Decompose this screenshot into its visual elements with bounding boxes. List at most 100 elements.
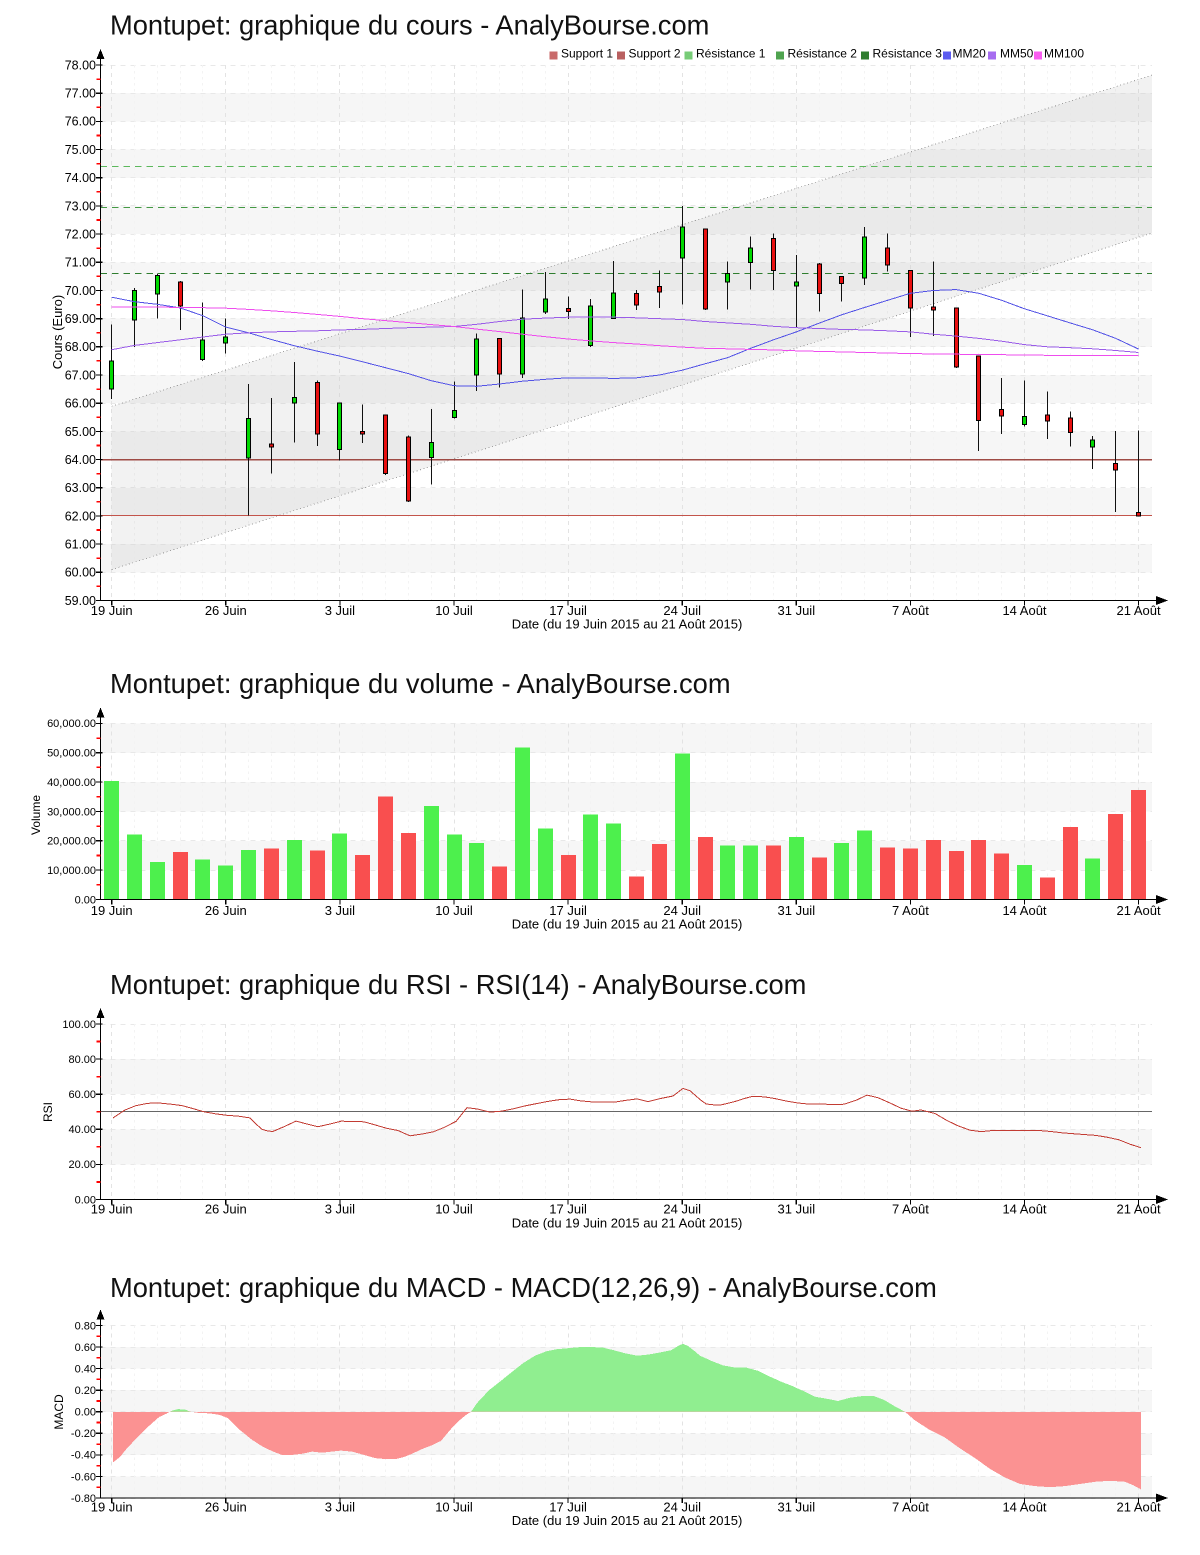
- svg-text:21 Août: 21 Août: [1117, 1202, 1161, 1217]
- svg-text:Cours (Euro): Cours (Euro): [50, 295, 65, 369]
- svg-text:17 Juil: 17 Juil: [549, 903, 587, 918]
- svg-text:10 Juil: 10 Juil: [435, 903, 473, 918]
- svg-text:63.00: 63.00: [65, 481, 96, 495]
- svg-text:76.00: 76.00: [65, 115, 96, 129]
- svg-text:24 Juil: 24 Juil: [663, 903, 701, 918]
- svg-text:24 Juil: 24 Juil: [663, 1202, 701, 1217]
- svg-text:80.00: 80.00: [68, 1054, 96, 1066]
- svg-text:MM20: MM20: [953, 47, 987, 61]
- svg-text:31 Juil: 31 Juil: [778, 603, 816, 618]
- svg-text:10,000.00: 10,000.00: [47, 865, 96, 877]
- svg-text:65.00: 65.00: [65, 425, 96, 439]
- svg-text:73.00: 73.00: [65, 199, 96, 213]
- svg-text:19 Juin: 19 Juin: [91, 603, 133, 618]
- svg-text:19 Juin: 19 Juin: [91, 903, 133, 918]
- svg-text:20,000.00: 20,000.00: [47, 836, 96, 848]
- svg-text:Date (du 19 Juin 2015 au 21 Ao: Date (du 19 Juin 2015 au 21 Août 2015): [512, 617, 743, 632]
- svg-text:26 Juin: 26 Juin: [205, 903, 247, 918]
- svg-text:MM50: MM50: [1000, 47, 1034, 61]
- svg-text:17 Juil: 17 Juil: [549, 603, 587, 618]
- svg-text:64.00: 64.00: [65, 453, 96, 467]
- svg-text:7 Août: 7 Août: [892, 903, 929, 918]
- svg-text:78.00: 78.00: [65, 58, 96, 72]
- svg-text:Date (du 19 Juin 2015 au 21 Ao: Date (du 19 Juin 2015 au 21 Août 2015): [512, 917, 743, 932]
- svg-text:3 Juil: 3 Juil: [325, 903, 355, 918]
- svg-text:-0.20: -0.20: [71, 1428, 96, 1440]
- svg-text:3 Juil: 3 Juil: [325, 1202, 355, 1217]
- svg-text:77.00: 77.00: [65, 87, 96, 101]
- svg-text:26 Juin: 26 Juin: [205, 1500, 247, 1515]
- svg-text:10 Juil: 10 Juil: [435, 1500, 473, 1515]
- svg-text:Résistance 2: Résistance 2: [788, 47, 858, 61]
- svg-text:0.20: 0.20: [75, 1385, 96, 1397]
- svg-text:68.00: 68.00: [65, 340, 96, 354]
- svg-text:69.00: 69.00: [65, 312, 96, 326]
- svg-text:59.00: 59.00: [65, 594, 96, 608]
- svg-text:Date (du 19 Juin 2015 au 21 Ao: Date (du 19 Juin 2015 au 21 Août 2015): [512, 1513, 743, 1528]
- svg-text:71.00: 71.00: [65, 256, 96, 270]
- svg-text:7 Août: 7 Août: [892, 1500, 929, 1515]
- svg-text:Date (du 19 Juin 2015 au 21 Ao: Date (du 19 Juin 2015 au 21 Août 2015): [512, 1216, 743, 1231]
- svg-text:26 Juin: 26 Juin: [205, 1202, 247, 1217]
- svg-text:Support 1: Support 1: [561, 47, 613, 61]
- svg-text:60.00: 60.00: [68, 1089, 96, 1101]
- svg-text:17 Juil: 17 Juil: [549, 1202, 587, 1217]
- svg-text:74.00: 74.00: [65, 171, 96, 185]
- svg-text:14 Août: 14 Août: [1002, 1202, 1046, 1217]
- svg-text:40.00: 40.00: [68, 1124, 96, 1136]
- svg-text:21 Août: 21 Août: [1117, 903, 1161, 918]
- svg-text:0.80: 0.80: [75, 1320, 96, 1332]
- svg-text:Montupet: graphique du MACD -: Montupet: graphique du MACD - MACD(12,26…: [110, 1272, 937, 1303]
- svg-text:75.00: 75.00: [65, 143, 96, 157]
- svg-text:100.00: 100.00: [62, 1019, 96, 1031]
- svg-text:31 Juil: 31 Juil: [778, 1500, 816, 1515]
- svg-text:7 Août: 7 Août: [892, 603, 929, 618]
- svg-text:14 Août: 14 Août: [1002, 903, 1046, 918]
- svg-text:60.00: 60.00: [65, 566, 96, 580]
- svg-text:10 Juil: 10 Juil: [435, 603, 473, 618]
- svg-text:31 Juil: 31 Juil: [778, 1202, 816, 1217]
- svg-text:0.00: 0.00: [75, 1407, 96, 1419]
- svg-text:7 Août: 7 Août: [892, 1202, 929, 1217]
- svg-text:26 Juin: 26 Juin: [205, 603, 247, 618]
- svg-text:-0.40: -0.40: [71, 1450, 96, 1462]
- svg-text:67.00: 67.00: [65, 368, 96, 382]
- svg-text:60,000.00: 60,000.00: [47, 718, 96, 730]
- svg-text:14 Août: 14 Août: [1002, 603, 1046, 618]
- svg-text:MACD: MACD: [52, 1394, 66, 1430]
- svg-text:20.00: 20.00: [68, 1159, 96, 1171]
- svg-text:24 Juil: 24 Juil: [663, 1500, 701, 1515]
- svg-text:24 Juil: 24 Juil: [663, 603, 701, 618]
- svg-text:21 Août: 21 Août: [1117, 1500, 1161, 1515]
- svg-text:MM100: MM100: [1044, 47, 1084, 61]
- svg-text:72.00: 72.00: [65, 228, 96, 242]
- svg-text:0.00: 0.00: [75, 894, 96, 906]
- svg-text:Volume: Volume: [29, 795, 43, 835]
- svg-text:61.00: 61.00: [65, 538, 96, 552]
- svg-text:Montupet: graphique du RSI - R: Montupet: graphique du RSI - RSI(14) - A…: [110, 969, 806, 1000]
- svg-text:70.00: 70.00: [65, 284, 96, 298]
- svg-text:14 Août: 14 Août: [1002, 1500, 1046, 1515]
- svg-text:66.00: 66.00: [65, 397, 96, 411]
- svg-text:-0.60: -0.60: [71, 1471, 96, 1483]
- svg-text:0.40: 0.40: [75, 1364, 96, 1376]
- svg-text:0.60: 0.60: [75, 1342, 96, 1354]
- svg-text:19 Juin: 19 Juin: [91, 1500, 133, 1515]
- svg-text:19 Juin: 19 Juin: [91, 1202, 133, 1217]
- svg-text:30,000.00: 30,000.00: [47, 806, 96, 818]
- svg-text:40,000.00: 40,000.00: [47, 777, 96, 789]
- svg-text:10 Juil: 10 Juil: [435, 1202, 473, 1217]
- svg-text:17 Juil: 17 Juil: [549, 1500, 587, 1515]
- svg-text:Support 2: Support 2: [629, 47, 681, 61]
- svg-text:21 Août: 21 Août: [1117, 603, 1161, 618]
- svg-text:Résistance 1: Résistance 1: [696, 47, 766, 61]
- svg-text:62.00: 62.00: [65, 509, 96, 523]
- svg-text:50,000.00: 50,000.00: [47, 748, 96, 760]
- svg-text:Résistance 3: Résistance 3: [873, 47, 943, 61]
- svg-text:0.00: 0.00: [75, 1194, 96, 1206]
- svg-text:Montupet: graphique du cours -: Montupet: graphique du cours - AnalyBour…: [110, 10, 709, 41]
- svg-text:3 Juil: 3 Juil: [325, 603, 355, 618]
- svg-text:31 Juil: 31 Juil: [778, 903, 816, 918]
- svg-text:3 Juil: 3 Juil: [325, 1500, 355, 1515]
- svg-text:Montupet: graphique du volume: Montupet: graphique du volume - AnalyBou…: [110, 668, 731, 699]
